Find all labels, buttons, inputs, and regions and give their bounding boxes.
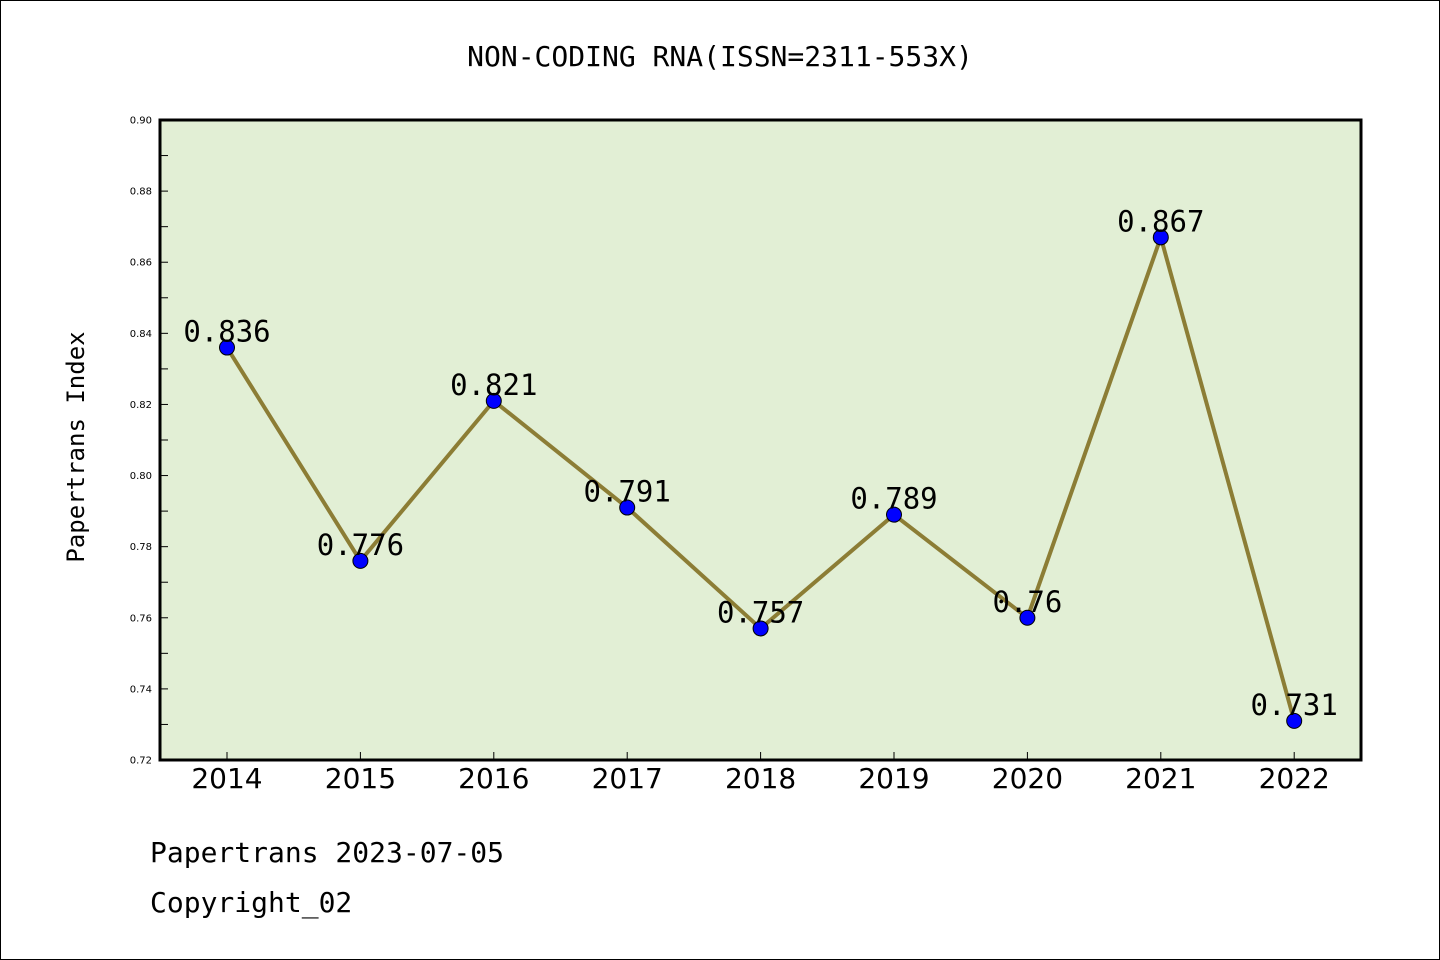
y-axis-label: Papertrans Index xyxy=(62,331,90,562)
data-label: 0.867 xyxy=(1117,204,1204,238)
y-tick-label: 0.74 xyxy=(130,684,152,695)
data-label: 0.789 xyxy=(850,482,937,516)
x-tick-label: 2022 xyxy=(1259,762,1330,795)
data-point xyxy=(352,552,369,569)
data-label: 0.836 xyxy=(183,315,270,349)
data-label: 0.731 xyxy=(1251,688,1338,722)
y-tick-label: 0.86 xyxy=(130,258,152,269)
x-tick-label: 2018 xyxy=(725,762,796,795)
data-label: 0.791 xyxy=(584,475,671,509)
data-point xyxy=(1019,609,1036,626)
x-tick-label: 2015 xyxy=(325,762,396,795)
chart-title: NON-CODING RNA(ISSN=2311-553X) xyxy=(467,40,973,73)
y-tick-label: 0.72 xyxy=(130,756,152,767)
y-tick-label: 0.84 xyxy=(130,329,152,340)
y-axis: 0.72 0.74 0.76 0.78 0.80 0.82 0.84 0.86 0.88 0.90 xyxy=(130,116,168,767)
y-tick-label: 0.82 xyxy=(130,400,152,411)
data-label-layer: 0.836 0.776 0.821 0.791 0.757 0.789 0.76 0.867 0… xyxy=(183,204,1338,722)
plot-area xyxy=(158,118,1363,762)
x-axis: 2014 2015 2016 2017 2018 2019 2020 2021 2022 xyxy=(191,752,1330,795)
x-tick-label: 2014 xyxy=(191,762,262,795)
data-label: 0.757 xyxy=(717,595,804,629)
marker-layer xyxy=(219,229,1303,729)
data-point xyxy=(619,499,636,516)
x-tick-label: 2021 xyxy=(1125,762,1196,795)
data-point xyxy=(485,392,502,409)
data-point xyxy=(1286,712,1303,729)
x-tick-label: 2016 xyxy=(458,762,529,795)
y-tick-label: 0.80 xyxy=(130,471,152,482)
data-point xyxy=(1152,229,1169,246)
x-tick-label: 2019 xyxy=(858,762,929,795)
data-label: 0.776 xyxy=(317,528,404,562)
x-tick-label: 2017 xyxy=(592,762,663,795)
data-point xyxy=(219,339,235,356)
y-tick-label: 0.78 xyxy=(130,542,152,553)
footer-copyright: Copyright_02 xyxy=(150,886,353,919)
y-tick-label: 0.90 xyxy=(130,116,152,127)
data-point xyxy=(752,620,769,637)
x-tick-label: 2020 xyxy=(992,762,1063,795)
data-label: 0.821 xyxy=(450,368,537,402)
data-label: 0.76 xyxy=(992,585,1062,619)
data-point xyxy=(886,506,902,523)
y-tick-label: 0.88 xyxy=(130,187,152,198)
y-tick-label: 0.76 xyxy=(130,613,152,624)
footer-date: Papertrans 2023-07-05 xyxy=(150,836,505,869)
